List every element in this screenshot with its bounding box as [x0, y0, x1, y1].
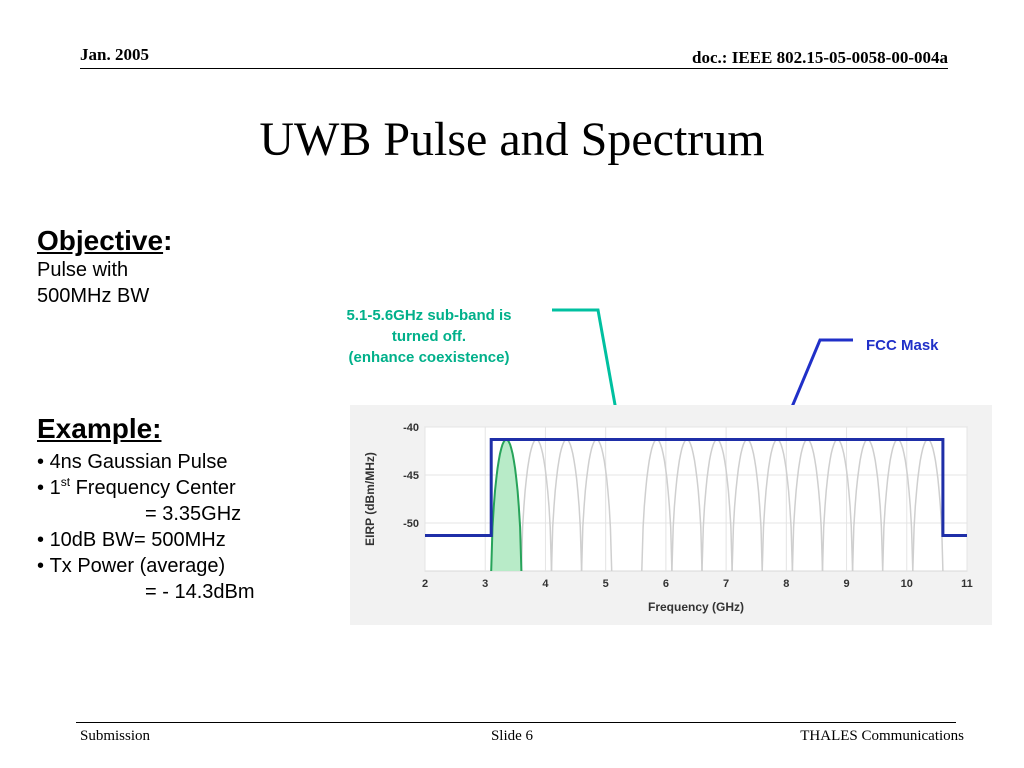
objective-heading: Objective:: [37, 225, 173, 256]
subband-callout: 5.1-5.6GHz sub-band is turned off. (enha…: [346, 307, 512, 366]
y-tick-label: -40: [403, 422, 419, 434]
active-pulse-fill: [491, 439, 522, 571]
example-bullet-4-cont: = - 14.3dBm: [145, 581, 255, 603]
example-bullet-1: • 4ns Gaussian Pulse: [37, 451, 228, 473]
footer-submission: Submission: [80, 728, 151, 744]
header-date: Jan. 2005: [80, 45, 149, 64]
x-tick-label: 8: [783, 578, 789, 590]
fcc-mask-callout: FCC Mask: [866, 337, 939, 354]
y-tick-label: -50: [403, 518, 419, 530]
footer-company: THALES Communications: [800, 728, 964, 744]
x-axis-label: Frequency (GHz): [648, 600, 744, 614]
objective-line-1: Pulse with: [37, 259, 129, 281]
x-tick-label: 5: [603, 578, 609, 590]
example-bullet-4: • Tx Power (average): [37, 555, 226, 577]
x-tick-label: 9: [843, 578, 849, 590]
y-axis-label: EIRP (dBm/MHz): [363, 452, 377, 546]
x-tick-label: 4: [542, 578, 549, 590]
x-tick-label: 11: [961, 578, 973, 590]
x-tick-label: 6: [663, 578, 669, 590]
bullet-panel: Objective: Pulse with 500MHz BW Example:…: [37, 225, 337, 605]
example-heading: Example:: [37, 413, 162, 444]
example-bullet-2-cont: = 3.35GHz: [145, 503, 242, 525]
example-bullet-2: • 1st Frequency Center: [37, 475, 236, 499]
x-tick-label: 10: [901, 578, 913, 590]
spectrum-chart: 2 3 4 5 6 7 8 9 10 11 -40 -45 -50 Frequency (GHz) EIRP…: [350, 405, 992, 625]
slide-title: UWB Pulse and Spectrum: [259, 113, 765, 166]
footer-rule: [76, 722, 956, 723]
x-tick-label: 7: [723, 578, 729, 590]
footer-slide-number: Slide 6: [490, 728, 534, 744]
fcc-leader-line: [782, 338, 853, 427]
header-rule: [80, 68, 948, 69]
x-tick-label: 2: [422, 578, 428, 590]
spectrum-chart-svg: 2 3 4 5 6 7 8 9 10 11 -40 -45 -50 Frequency (GHz) EIRP…: [363, 422, 973, 614]
objective-line-2: 500MHz BW: [37, 285, 150, 307]
fcc-mask-line: [425, 438, 967, 537]
example-bullet-3: • 10dB BW= 500MHz: [37, 529, 226, 551]
header-doc-id: doc.: IEEE 802.15-05-0058-00-004a: [692, 48, 948, 67]
x-tick-label: 3: [482, 578, 488, 590]
y-tick-label: -45: [403, 470, 419, 482]
